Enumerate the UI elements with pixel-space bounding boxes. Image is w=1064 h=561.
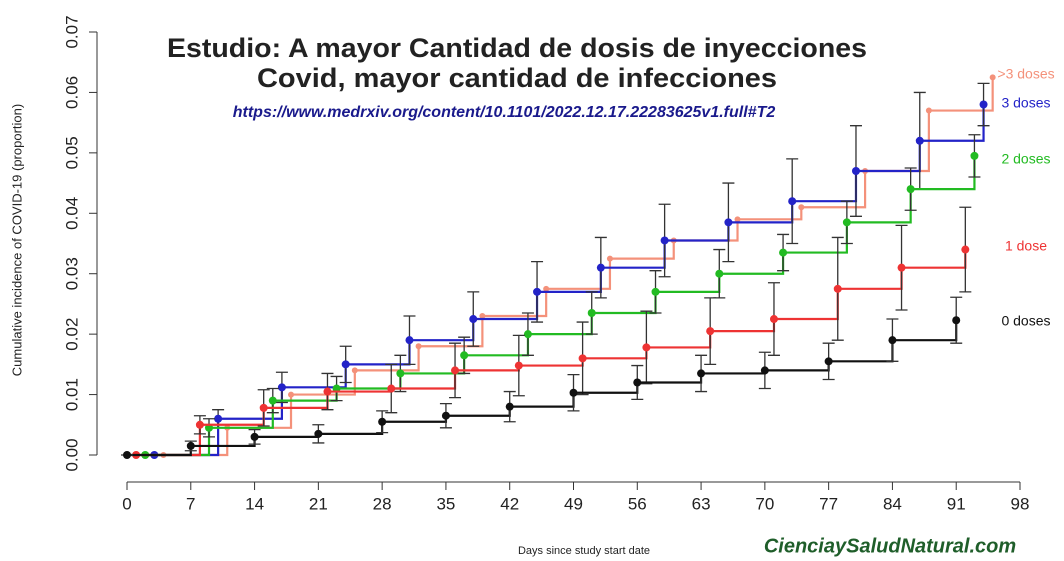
point: [897, 263, 906, 272]
point: [760, 366, 769, 375]
point: [314, 429, 323, 438]
x-tick-label: 98: [1011, 494, 1030, 513]
step-line: [163, 77, 994, 457]
point: [952, 316, 961, 325]
watermark: CienciaySaludNatural.com: [764, 535, 1016, 557]
point: [851, 166, 860, 175]
point: [606, 255, 613, 262]
point: [396, 369, 405, 378]
point: [578, 354, 587, 363]
point: [259, 403, 268, 412]
point: [697, 369, 706, 378]
point: [824, 357, 833, 366]
y-tick-label: 0.00: [62, 438, 81, 471]
point: [195, 420, 204, 429]
point: [596, 263, 605, 272]
point: [341, 360, 350, 369]
point: [186, 441, 195, 450]
x-tick-label: 7: [186, 494, 195, 513]
point: [533, 287, 542, 296]
point: [660, 236, 669, 245]
x-tick-label: 91: [947, 494, 966, 513]
point: [479, 313, 486, 320]
x-tick-label: 56: [628, 494, 647, 513]
x-tick-label: 63: [692, 494, 711, 513]
point: [405, 336, 414, 345]
y-tick-label: 0.04: [62, 197, 81, 230]
x-tick-label: 70: [755, 494, 774, 513]
point: [569, 388, 578, 397]
point: [441, 411, 450, 420]
point: [123, 451, 131, 459]
source-url: https://www.medrxiv.org/content/10.1101/…: [233, 104, 776, 121]
point: [268, 396, 277, 405]
point: [769, 315, 778, 324]
y-tick-label: 0.02: [62, 318, 81, 351]
point: [734, 216, 741, 223]
point: [979, 100, 988, 109]
y-tick-label: 0.07: [62, 15, 81, 48]
point: [888, 336, 897, 345]
point: [587, 308, 596, 317]
point: [523, 330, 532, 339]
y-tick-label: 0.05: [62, 136, 81, 169]
point: [633, 378, 642, 387]
y-tick-label: 0.06: [62, 76, 81, 109]
point: [214, 414, 223, 423]
point: [970, 151, 979, 160]
point: [387, 384, 396, 393]
point: [505, 402, 514, 411]
series-label: 3 doses: [1001, 95, 1050, 111]
x-tick-label: 21: [309, 494, 328, 513]
point: [415, 343, 422, 350]
series-label: 1 dose: [1005, 238, 1047, 254]
series-label: 0 doses: [1001, 313, 1050, 329]
point: [469, 315, 478, 324]
point: [715, 269, 724, 278]
x-tick-label: 49: [564, 494, 583, 513]
point: [925, 107, 932, 114]
point: [989, 74, 996, 81]
x-tick-label: 35: [436, 494, 455, 513]
x-tick-label: 28: [373, 494, 392, 513]
point: [842, 218, 851, 227]
point: [277, 383, 286, 392]
chart-title: Estudio: A mayor Cantidad de dosis de in…: [167, 33, 867, 63]
point: [351, 367, 358, 374]
point: [378, 417, 387, 426]
point: [906, 185, 915, 194]
point: [250, 432, 259, 441]
point: [460, 351, 469, 360]
point: [288, 391, 295, 398]
point: [706, 327, 715, 336]
series-label: >3 doses: [997, 66, 1054, 82]
point: [798, 204, 805, 211]
x-tick-label: 14: [245, 494, 264, 513]
y-tick-label: 0.01: [62, 378, 81, 411]
chart-subtitle: Covid, mayor cantidad de infecciones: [257, 63, 777, 93]
point: [779, 248, 788, 257]
series-label: 2 doses: [1001, 151, 1050, 167]
y-tick-label: 0.03: [62, 257, 81, 290]
x-axis-label: Days since study start date: [518, 545, 650, 557]
point: [724, 218, 733, 227]
point: [651, 287, 660, 296]
x-tick-label: 77: [819, 494, 838, 513]
point: [915, 136, 924, 145]
point: [961, 245, 970, 254]
y-axis-label: Cumulative incidence of COVID-19 (propor…: [9, 104, 24, 376]
point: [514, 361, 523, 370]
point: [833, 284, 842, 293]
x-tick-label: 0: [122, 494, 131, 513]
point: [642, 343, 651, 352]
point: [543, 285, 550, 292]
x-tick-label: 42: [500, 494, 519, 513]
point: [451, 366, 460, 375]
point: [323, 387, 332, 396]
x-tick-label: 84: [883, 494, 902, 513]
step-line: [136, 249, 967, 457]
point: [788, 197, 797, 206]
